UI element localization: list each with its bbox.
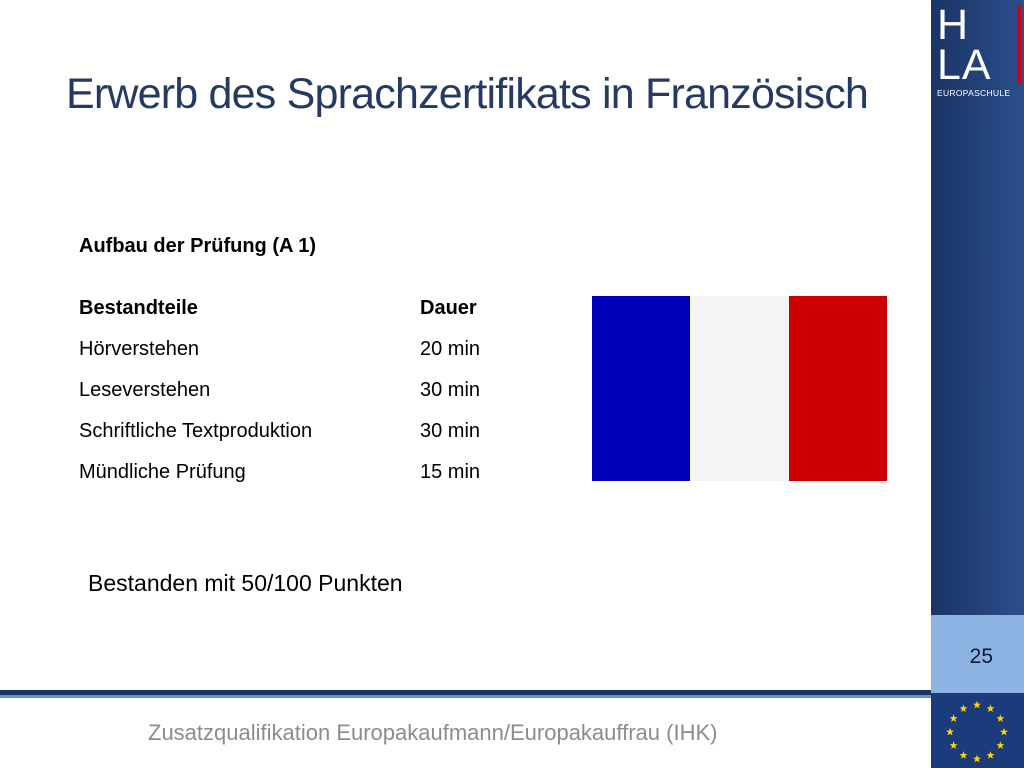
flag-stripe-white [690,296,789,481]
table-row: Schriftliche Textproduktion 30 min [79,411,480,452]
exam-components-table: Bestandteile Dauer Hörverstehen 20 min L… [79,288,480,493]
logo-line-2: LA [937,41,992,89]
table-row: Mündliche Prüfung 15 min [79,452,480,493]
eu-star-icon [996,714,1005,722]
logo-line-1: H [937,1,970,49]
bottom-divider-light [0,695,931,698]
duration-cell: 30 min [420,420,481,442]
eu-star-icon [949,741,958,749]
eu-star-icon [949,714,958,722]
eu-flag-box [931,693,1024,768]
french-flag [592,296,887,481]
eu-star-icon [973,700,981,709]
eu-stars-icon [946,700,1008,763]
footer-text: Zusatzqualifikation Europakaufmann/Europ… [148,720,718,745]
hla-logo: H LA EUROPASCHULE [937,2,1021,102]
slide-title: Erwerb des Sprachzertifikats in Französi… [66,70,869,118]
eu-star-icon [986,704,995,713]
logo-red-bar [1017,6,1021,84]
column-header-components: Bestandteile [79,297,198,319]
component-cell: Schriftliche Textproduktion [79,420,313,442]
component-cell: Mündliche Prüfung [79,461,246,483]
eu-star-icon [986,751,995,759]
component-cell: Leseverstehen [79,379,211,401]
eu-star-icon [973,754,981,763]
exam-structure-heading: Aufbau der Prüfung (A 1) [79,235,317,257]
duration-cell: 30 min [420,379,481,401]
table-header-row: Bestandteile Dauer [79,288,480,329]
eu-star-icon [1000,727,1008,736]
flag-stripe-red [788,296,887,481]
table-row: Leseverstehen 30 min [79,370,480,411]
bottom-divider [0,690,931,695]
eu-star-icon [946,727,954,736]
eu-star-icon [996,741,1005,749]
page-number: 25 [969,645,993,668]
duration-cell: 20 min [420,338,481,360]
component-cell: Hörverstehen [79,338,200,360]
logo-subtitle: EUROPASCHULE [937,88,1011,98]
table-row: Hörverstehen 20 min [79,329,480,370]
duration-cell: 15 min [420,461,481,483]
page-number-box: 25 [931,615,1024,693]
pass-criteria-text: Bestanden mit 50/100 Punkten [88,570,403,596]
column-header-duration: Dauer [420,297,477,319]
eu-star-icon [959,751,968,759]
eu-star-icon [959,704,968,713]
flag-stripe-blue [592,296,691,481]
